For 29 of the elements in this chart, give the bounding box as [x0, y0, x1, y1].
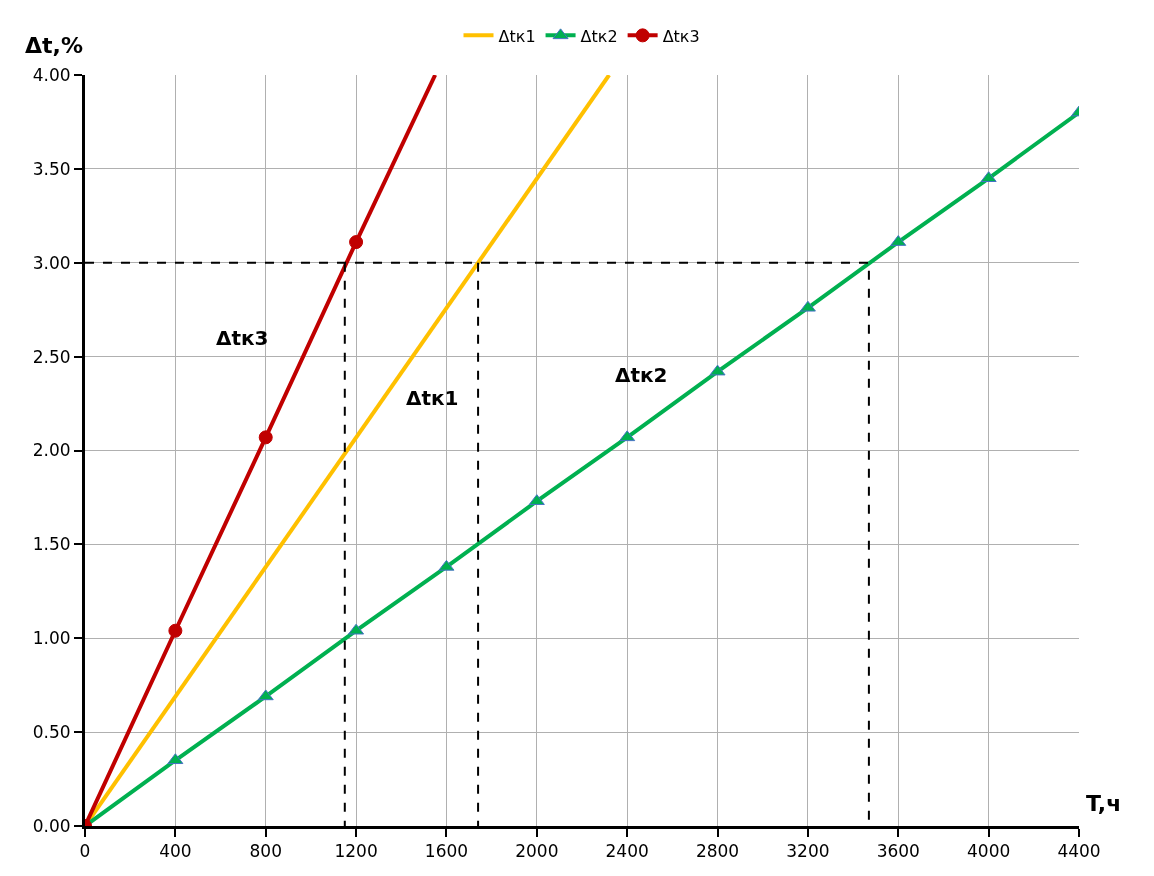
- x-tick-label: 1200: [334, 841, 378, 862]
- y-tick-label: 0.00: [32, 815, 71, 836]
- x-tick-label: 800: [249, 841, 282, 862]
- x-tick-label: 1600: [424, 841, 469, 862]
- x-tick-label: 3200: [786, 841, 830, 862]
- legend-label: Δtк1: [498, 26, 536, 46]
- x-tick-label: 0: [79, 841, 91, 862]
- y-tick-label: 1.50: [32, 534, 71, 555]
- x-tick-label: 2400: [605, 841, 649, 862]
- x-tick-label: 2000: [515, 841, 559, 862]
- x-tick-label: 2800: [695, 841, 740, 862]
- y-tick-label: 0.50: [32, 722, 71, 743]
- annotation: Δtк1: [406, 386, 459, 410]
- y-tick-label: 2.00: [32, 440, 71, 461]
- annotation: Δtк3: [216, 326, 269, 350]
- x-tick-label: 3600: [876, 841, 920, 862]
- annotation: Δtк2: [615, 363, 668, 387]
- y-tick-label: 4.00: [32, 64, 71, 85]
- legend-label: Δtк3: [662, 26, 700, 46]
- legend-label: Δtк2: [580, 26, 618, 46]
- y-axis-title: Δt,%: [25, 33, 83, 58]
- x-tick-label: 4400: [1057, 841, 1101, 862]
- x-tick-label: 4000: [967, 841, 1011, 862]
- x-axis-title: T,ч: [1086, 791, 1122, 816]
- y-tick-label: 3.50: [32, 158, 71, 179]
- y-tick-label: 1.00: [32, 628, 71, 649]
- y-tick-label: 3.00: [32, 252, 71, 273]
- y-tick-label: 2.50: [32, 346, 71, 367]
- x-tick-label: 400: [159, 841, 192, 862]
